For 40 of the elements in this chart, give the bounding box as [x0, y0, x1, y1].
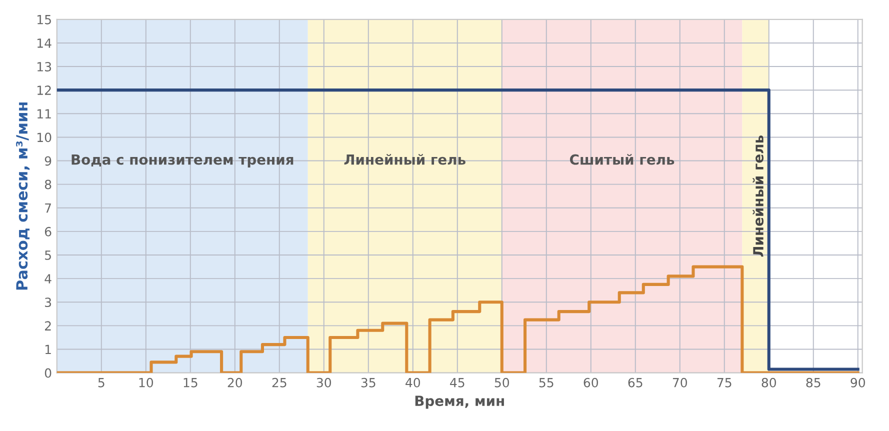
x-tick-label: 90 [850, 378, 866, 388]
x-tick-label: 35 [361, 378, 376, 388]
y-tick-label: 9 [44, 156, 52, 166]
band-label: Сшитый гель [570, 154, 674, 165]
y-tick-label: 13 [38, 62, 52, 72]
y-tick-label: 3 [45, 298, 52, 308]
x-tick-label: 85 [806, 378, 820, 388]
y-tick-label: 14 [38, 38, 52, 48]
y-tick-label: 12 [38, 86, 51, 95]
y-tick-label: 15 [38, 15, 51, 24]
x-tick-label: 45 [450, 378, 464, 388]
x-tick-label: 65 [628, 378, 642, 388]
x-tick-label: 60 [584, 378, 598, 388]
y-tick-label: 7 [45, 204, 51, 213]
x-tick-label: 25 [272, 378, 286, 388]
x-tick-label: 20 [228, 378, 242, 388]
y-axis-title: Расход смеси, м³/мин [16, 102, 30, 290]
y-tick-label: 1 [45, 344, 51, 354]
x-tick-label: 75 [717, 378, 732, 388]
y-tick-label: 8 [44, 180, 52, 190]
x-tick-label: 55 [539, 378, 554, 388]
x-tick-label: 30 [316, 378, 332, 388]
y-tick-label: 0 [44, 368, 52, 378]
band-label: Линейный гель [344, 154, 466, 165]
x-tick-label: 40 [406, 378, 420, 388]
x-tick-label: 50 [494, 378, 510, 388]
x-tick-label: 5 [98, 378, 104, 388]
x-tick-label: 70 [672, 378, 688, 388]
y-tick-label: 10 [38, 132, 52, 142]
x-tick-label: 10 [139, 378, 154, 388]
y-tick-label: 2 [45, 321, 51, 330]
x-tick-label: 80 [762, 378, 776, 388]
x-axis-title: Время, мин [415, 396, 504, 409]
y-tick-label: 6 [44, 226, 52, 236]
y-tick-label: 11 [38, 109, 51, 118]
band-label: Линейный гель [752, 136, 764, 257]
band-label: Вода с понизителем трения [72, 154, 294, 168]
y-tick-label: 4 [44, 274, 52, 284]
y-tick-label: 5 [45, 250, 51, 260]
x-tick-label: 15 [184, 378, 198, 388]
